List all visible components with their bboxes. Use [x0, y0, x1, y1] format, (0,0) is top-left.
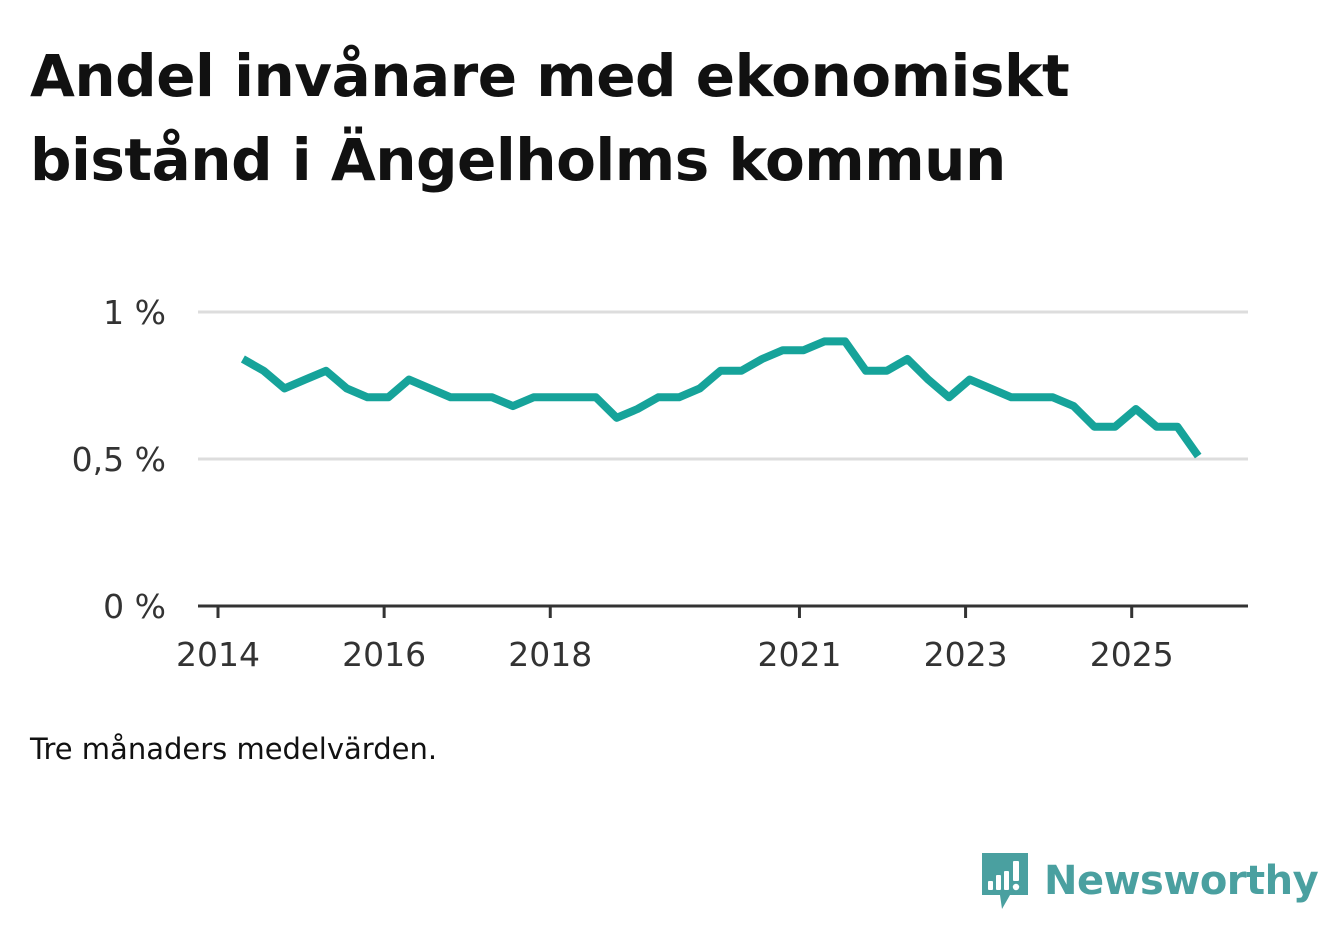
x-tick-label: 2025: [1090, 635, 1174, 674]
y-axis-labels: 0 % 0,5 % 1 %: [72, 293, 166, 626]
x-axis-ticks: [216, 606, 1134, 618]
newsworthy-logo-icon: [982, 853, 1028, 909]
y-tick-label: 0,5 %: [72, 440, 166, 479]
logo-bar-2: [996, 875, 1001, 890]
y-tick-label: 0 %: [103, 587, 166, 626]
chart-caption: Tre månaders medelvärden.: [30, 732, 438, 766]
y-tick-label: 1 %: [103, 293, 166, 332]
x-axis-labels: 2014 2016 2018 2021 2023 2025: [176, 635, 1174, 674]
x-tick-label: 2023: [924, 635, 1008, 674]
x-tick-label: 2021: [757, 635, 841, 674]
x-tick-label: 2018: [508, 635, 592, 674]
logo-bar-4: [1013, 861, 1019, 881]
brand-logo[interactable]: Newsworthy: [980, 850, 1319, 912]
chart-title: Andel invånare med ekonomiskt bistånd i …: [30, 42, 1070, 194]
logo-bar-1: [988, 881, 993, 890]
logo-dot: [1012, 883, 1020, 891]
series-line: [240, 337, 1202, 459]
grid-lines: [198, 310, 1248, 461]
x-tick-label: 2016: [342, 635, 426, 674]
brand-name: Newsworthy: [1044, 858, 1319, 904]
logo-bar-3: [1004, 871, 1009, 890]
x-tick-label: 2014: [176, 635, 260, 674]
series-layer: [240, 337, 1202, 459]
